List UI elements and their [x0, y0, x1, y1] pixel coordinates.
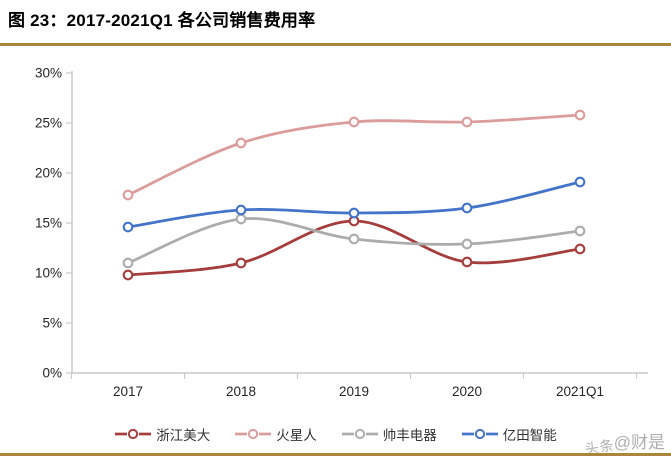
data-point-series-3	[235, 204, 247, 216]
y-axis-tick-label: 25%	[35, 116, 62, 131]
legend-marker-glyph	[341, 428, 378, 440]
legend-line-marker	[341, 428, 379, 440]
y-axis-tick-label: 30%	[35, 66, 62, 81]
data-point-series-3	[348, 207, 360, 219]
data-point-series-1	[235, 137, 247, 149]
legend-marker-glyph	[461, 428, 498, 440]
y-axis-tick-label: 0%	[42, 366, 62, 381]
legend-label: 浙江美大	[156, 428, 211, 443]
data-point-series-1	[461, 116, 473, 128]
data-point-series-3	[122, 221, 134, 233]
y-axis-tick-label: 15%	[35, 216, 62, 231]
y-axis-tick-label: 5%	[42, 316, 62, 331]
x-axis-tick-label: 2020	[452, 384, 482, 399]
data-point-series-0	[235, 257, 247, 269]
legend-line-marker	[461, 428, 499, 440]
data-point-series-2	[235, 213, 247, 225]
y-axis-tick-label: 20%	[35, 166, 62, 181]
legend-marker-glyph	[115, 428, 152, 440]
data-point-series-2	[574, 225, 586, 237]
top-accent-rule	[0, 43, 671, 46]
data-point-series-0	[122, 269, 134, 281]
x-axis-tick-label: 2021Q1	[556, 384, 604, 399]
series-line-0	[126, 219, 582, 277]
figure-title: 图 23：2017-2021Q1 各公司销售费用率	[8, 11, 316, 30]
sales-expense-ratio-line-chart: 0% 5% 10% 15% 20% 25% 30% 2017 2018 2019 2020 2021Q…	[35, 66, 648, 399]
data-point-series-2	[122, 257, 134, 269]
data-point-series-2	[461, 238, 473, 250]
legend-line-marker	[234, 428, 272, 440]
x-axis-tick-label: 2019	[339, 384, 369, 399]
bottom-accent-rule	[0, 453, 671, 456]
data-point-series-0	[574, 243, 586, 255]
legend-item-marssenger: 火星人	[234, 424, 317, 444]
y-axis-tick-label: 10%	[35, 266, 62, 281]
data-point-series-2	[348, 233, 360, 245]
data-point-series-1	[348, 116, 360, 128]
data-point-series-1	[122, 189, 134, 201]
chart-legend: 浙江美大 火星人 帅丰电器 亿田智能	[0, 424, 671, 444]
x-axis-tick-label: 2018	[226, 384, 256, 399]
legend-item-zhejiang-meida: 浙江美大	[114, 424, 210, 444]
data-point-series-3	[574, 176, 586, 188]
x-axis-tick-label: 2017	[113, 384, 143, 399]
legend-label: 帅丰电器	[382, 428, 437, 443]
legend-label: 火星人	[276, 428, 317, 443]
legend-line-marker	[114, 428, 152, 440]
data-point-series-1	[574, 109, 586, 121]
data-point-series-0	[461, 256, 473, 268]
legend-item-entive: 亿田智能	[461, 424, 557, 444]
legend-marker-glyph	[235, 428, 272, 440]
legend-item-shuaifeng: 帅丰电器	[341, 424, 437, 444]
legend-label: 亿田智能	[502, 428, 557, 443]
data-point-series-3	[461, 202, 473, 214]
